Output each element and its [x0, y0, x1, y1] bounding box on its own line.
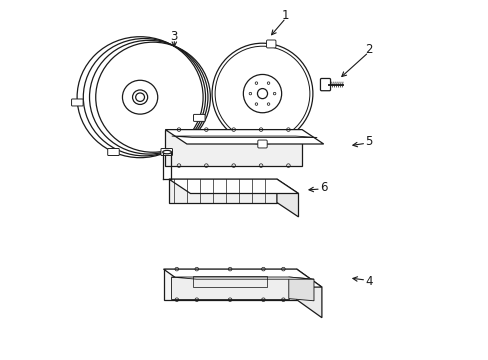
Ellipse shape — [135, 93, 144, 102]
Text: 2: 2 — [364, 43, 372, 56]
Ellipse shape — [122, 80, 158, 114]
Text: 4: 4 — [364, 275, 372, 288]
Polygon shape — [168, 179, 276, 202]
Polygon shape — [171, 277, 288, 299]
Text: 6: 6 — [319, 181, 327, 194]
Polygon shape — [296, 269, 321, 318]
Polygon shape — [165, 130, 302, 166]
Polygon shape — [171, 277, 313, 279]
Ellipse shape — [212, 43, 312, 144]
Ellipse shape — [163, 150, 171, 154]
FancyBboxPatch shape — [71, 99, 83, 106]
Polygon shape — [288, 277, 313, 301]
Text: 3: 3 — [170, 30, 178, 43]
Polygon shape — [163, 269, 321, 287]
Ellipse shape — [132, 90, 147, 104]
FancyBboxPatch shape — [257, 140, 266, 148]
FancyBboxPatch shape — [107, 149, 119, 156]
FancyBboxPatch shape — [320, 78, 330, 91]
FancyBboxPatch shape — [266, 40, 275, 48]
Polygon shape — [165, 130, 323, 144]
Polygon shape — [163, 269, 296, 300]
FancyBboxPatch shape — [193, 114, 204, 121]
Text: 5: 5 — [364, 135, 372, 148]
Text: 1: 1 — [282, 9, 289, 22]
Polygon shape — [168, 179, 298, 194]
Polygon shape — [276, 179, 298, 217]
FancyBboxPatch shape — [161, 149, 172, 156]
